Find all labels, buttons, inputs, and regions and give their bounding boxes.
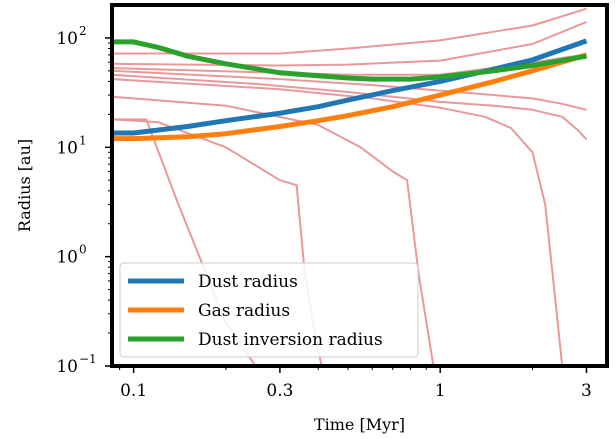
- x-tick-label: 0.1: [120, 381, 147, 401]
- series-line-dust-inversion-radius: [112, 39, 587, 82]
- y-tick-exponent: 0: [79, 243, 87, 257]
- y-tick-exponent: 2: [79, 24, 87, 38]
- y-tick-exponent: −1: [79, 352, 97, 366]
- background-line-2: [112, 20, 587, 67]
- x-tick-label: 0.3: [266, 381, 293, 401]
- y-tick-label: 10: [56, 29, 78, 49]
- x-axis-label: Time [Myr]: [314, 415, 405, 434]
- legend-box: [119, 262, 419, 358]
- background-line-4: [112, 69, 587, 111]
- background-line-5: [112, 73, 588, 141]
- plot-frame: [110, 3, 609, 368]
- x-tick-label: 3: [581, 381, 592, 401]
- plot-area: [112, 7, 588, 366]
- x-tick-label: 1: [435, 381, 446, 401]
- legend: Dust radius Gas radius Dust inversion radi…: [119, 262, 419, 358]
- background-line-6: [112, 78, 564, 366]
- series-line-gas-radius: [112, 52, 588, 142]
- background-line-7: [112, 95, 435, 366]
- legend-label-dust-inversion-radius: Dust inversion radius: [198, 330, 383, 350]
- y-axis-label: Radius [au]: [15, 139, 34, 232]
- y-tick-label: 10: [56, 357, 78, 377]
- background-line-1: [112, 7, 587, 55]
- legend-label-gas-radius: Gas radius: [198, 301, 290, 321]
- legend-label-dust-radius: Dust radius: [198, 272, 298, 292]
- y-tick-label: 10: [56, 138, 78, 158]
- y-tick-exponent: 1: [79, 133, 87, 147]
- y-tick-label: 10: [56, 248, 78, 268]
